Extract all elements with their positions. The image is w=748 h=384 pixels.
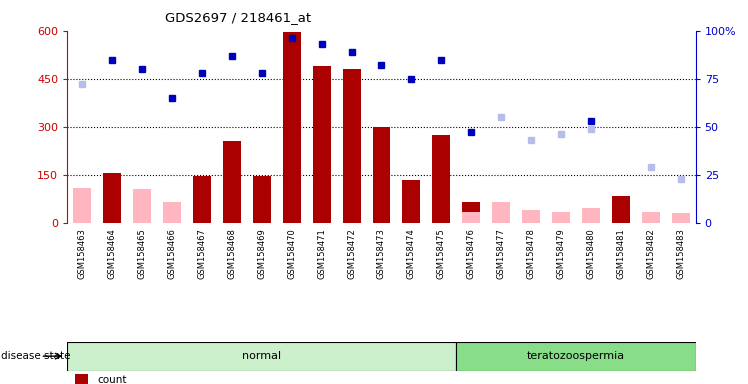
Bar [163, 202, 181, 223]
Text: GSM158482: GSM158482 [646, 228, 655, 279]
Text: GSM158480: GSM158480 [586, 228, 595, 279]
Bar [672, 213, 690, 223]
Bar [193, 176, 211, 223]
Bar [343, 69, 361, 223]
Text: GSM158466: GSM158466 [168, 228, 177, 279]
Text: GSM158464: GSM158464 [108, 228, 117, 279]
Bar [456, 342, 696, 371]
Bar [642, 212, 660, 223]
Bar [313, 66, 331, 223]
Text: GSM158469: GSM158469 [257, 228, 266, 279]
Text: GSM158481: GSM158481 [616, 228, 625, 279]
Bar [582, 208, 600, 223]
Bar [75, 374, 88, 384]
Bar [552, 212, 570, 223]
Bar [522, 210, 540, 223]
Bar [462, 202, 480, 223]
Bar [432, 135, 450, 223]
Bar [462, 212, 480, 223]
Bar [492, 202, 510, 223]
Text: GSM158468: GSM158468 [227, 228, 236, 279]
Bar [612, 195, 630, 223]
Bar [103, 173, 121, 223]
Bar [133, 189, 151, 223]
Text: GSM158473: GSM158473 [377, 228, 386, 279]
Text: GSM158474: GSM158474 [407, 228, 416, 279]
Bar [163, 204, 181, 223]
Text: GSM158477: GSM158477 [497, 228, 506, 279]
Text: teratozoospermia: teratozoospermia [527, 351, 625, 361]
Bar [283, 32, 301, 223]
Text: GDS2697 / 218461_at: GDS2697 / 218461_at [165, 12, 310, 25]
Text: GSM158471: GSM158471 [317, 228, 326, 279]
Bar [73, 187, 91, 223]
Text: GSM158476: GSM158476 [467, 228, 476, 279]
Text: GSM158475: GSM158475 [437, 228, 446, 279]
Text: GSM158463: GSM158463 [78, 228, 87, 279]
Text: normal: normal [242, 351, 281, 361]
Bar [373, 127, 390, 223]
Bar [253, 176, 271, 223]
Bar [67, 342, 456, 371]
Bar [402, 180, 420, 223]
Text: GSM158472: GSM158472 [347, 228, 356, 279]
Text: disease state: disease state [1, 351, 70, 361]
Text: GSM158470: GSM158470 [287, 228, 296, 279]
Text: GSM158478: GSM158478 [527, 228, 536, 279]
Text: GSM158483: GSM158483 [676, 228, 685, 279]
Text: GSM158467: GSM158467 [197, 228, 206, 279]
Text: GSM158465: GSM158465 [138, 228, 147, 279]
Bar [223, 141, 241, 223]
Text: count: count [97, 375, 126, 384]
Text: GSM158479: GSM158479 [557, 228, 565, 279]
Bar [133, 197, 151, 223]
